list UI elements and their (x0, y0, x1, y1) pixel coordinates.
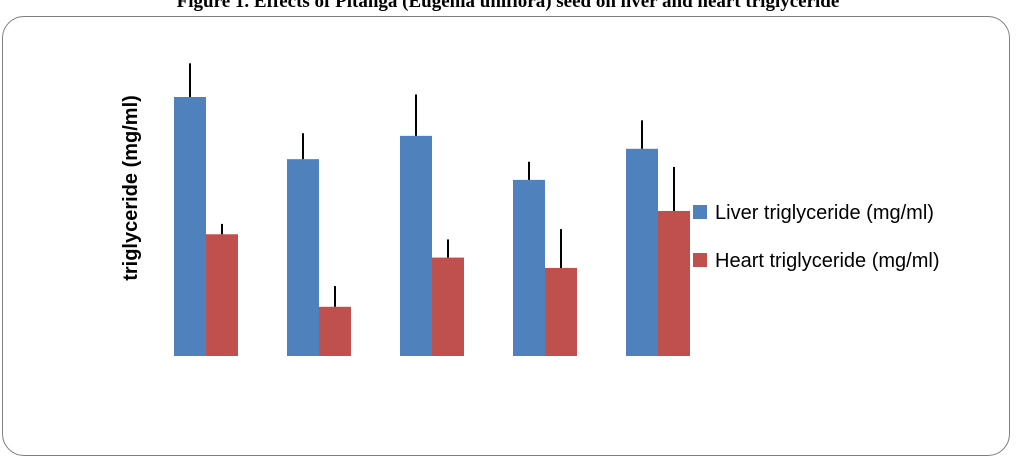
bars-group (174, 97, 690, 356)
error-bars-group (189, 63, 675, 307)
bar-heart-3 (432, 257, 464, 356)
legend-swatch-liver (693, 205, 707, 219)
bar-heart-2 (319, 306, 351, 356)
chart-title: Figure 1. Effects of Pitanga (Eugenia un… (176, 0, 840, 12)
bar-heart-4 (545, 267, 577, 356)
bar-heart-5 (658, 210, 690, 356)
bar-liver-4 (513, 179, 545, 356)
bar-liver-1 (174, 97, 206, 356)
legend-label-heart: Heart triglyceride (mg/ml) (715, 250, 939, 272)
legend: Liver triglyceride (mg/ml) Heart triglyc… (693, 202, 939, 272)
bar-liver-3 (400, 135, 432, 356)
chart-frame (2, 16, 1010, 456)
bar-liver-2 (287, 159, 319, 356)
y-axis-label: triglyceride (mg/ml) (120, 95, 142, 281)
bar-liver-5 (626, 148, 658, 356)
legend-swatch-heart (693, 253, 707, 267)
legend-label-liver: Liver triglyceride (mg/ml) (715, 202, 934, 224)
bar-heart-1 (206, 234, 238, 356)
